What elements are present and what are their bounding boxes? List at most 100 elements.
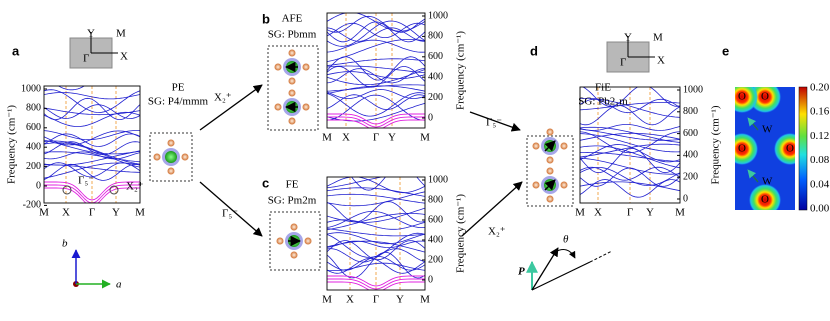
heatmap (735, 87, 795, 210)
space-group: SG: Pm2m (268, 195, 317, 207)
band (57, 86, 86, 91)
k-label: X (594, 207, 602, 219)
atom-label: O (761, 194, 769, 206)
y-tick-label: 1000 (683, 84, 703, 95)
band (327, 65, 425, 74)
band (327, 187, 425, 197)
band (327, 66, 425, 88)
y-axis-label: Frequency (cm⁻¹) (455, 31, 467, 110)
band (580, 128, 680, 141)
soft-band (327, 281, 425, 290)
y-tick-label: -200 (23, 200, 41, 211)
y-tick-label: 200 (26, 161, 41, 172)
soft-band (44, 181, 140, 201)
atom-label: O (738, 91, 746, 103)
panel-label: c (262, 175, 269, 190)
band (327, 21, 425, 43)
band (44, 151, 140, 160)
transition-arrow (461, 181, 523, 237)
band (580, 157, 680, 175)
colorbar-tick: 0.00 (810, 203, 830, 215)
space-group: SG: Pbmm (268, 29, 317, 41)
band (44, 130, 140, 141)
band (327, 240, 425, 261)
band (44, 151, 140, 163)
density-blob (774, 133, 795, 165)
structure-box (267, 45, 319, 131)
o-atom (167, 139, 175, 147)
y-tick-label: 600 (683, 128, 698, 139)
soft-band (44, 187, 140, 203)
band (580, 167, 680, 187)
y-tick-label: 800 (428, 31, 443, 42)
o-atom (560, 181, 568, 189)
band (580, 145, 680, 169)
y-tick-label: 400 (428, 71, 443, 82)
y-tick-label: 0 (683, 193, 688, 204)
y-tick-label: 800 (683, 106, 698, 117)
band (44, 89, 140, 113)
w-label: W (762, 124, 773, 136)
bz-label: M (116, 28, 126, 40)
y-tick-label: 600 (26, 122, 41, 133)
band (327, 39, 425, 53)
band (580, 102, 680, 111)
soft-band (327, 113, 425, 125)
plot-frame (43, 85, 141, 204)
w-arrow (747, 117, 759, 131)
phase-name: AFE (282, 13, 303, 25)
bz-label: M (653, 32, 663, 44)
band (327, 71, 425, 79)
pol-dir (531, 261, 591, 291)
y-tick-label: 400 (683, 150, 698, 161)
y-tick-label: 1000 (428, 10, 448, 21)
soft-band (327, 116, 425, 128)
band (327, 232, 425, 245)
k-label: Γ (627, 207, 633, 219)
band (327, 27, 425, 42)
o-atom (274, 103, 282, 111)
structure-box (149, 132, 193, 182)
plot-frame (326, 176, 426, 291)
band (327, 193, 425, 204)
band (327, 68, 425, 84)
y-tick-label: 800 (428, 194, 443, 205)
band (327, 92, 425, 117)
k-label: M (420, 294, 430, 306)
band (44, 111, 140, 127)
y-tick-label: 0 (36, 180, 41, 191)
k-label: Γ (373, 294, 379, 306)
y-tick-label: 1000 (21, 83, 41, 94)
y-tick-label: 200 (428, 92, 443, 103)
band (580, 151, 680, 162)
band (44, 71, 140, 84)
k-label: X (342, 132, 350, 144)
structure-box (526, 135, 574, 207)
bz-label: Y (624, 32, 632, 44)
y-tick-label: 600 (428, 214, 443, 225)
atom-label: O (761, 91, 769, 103)
k-label: X (62, 207, 70, 219)
band (580, 132, 680, 141)
o-atom (302, 103, 310, 111)
phase-name: FE (286, 179, 299, 191)
k-label: Y (112, 207, 120, 219)
panel-label: e (722, 43, 729, 58)
y-axis-label: Frequency (cm⁻¹) (710, 105, 722, 184)
mode-label: X₂⁺ (126, 181, 144, 193)
y-tick-label: 400 (26, 141, 41, 152)
pol-ref (589, 250, 613, 263)
o-atom (288, 89, 296, 97)
phase-name: PE (172, 82, 185, 94)
o-atom (302, 63, 310, 71)
structure-box (269, 211, 321, 271)
band (580, 126, 680, 143)
o-atom (288, 49, 296, 57)
band (327, 191, 425, 207)
band (44, 130, 140, 146)
band (327, 39, 425, 62)
o-atom (181, 153, 189, 161)
colorbar-tick: 0.20 (810, 82, 830, 94)
colorbar (798, 86, 808, 211)
